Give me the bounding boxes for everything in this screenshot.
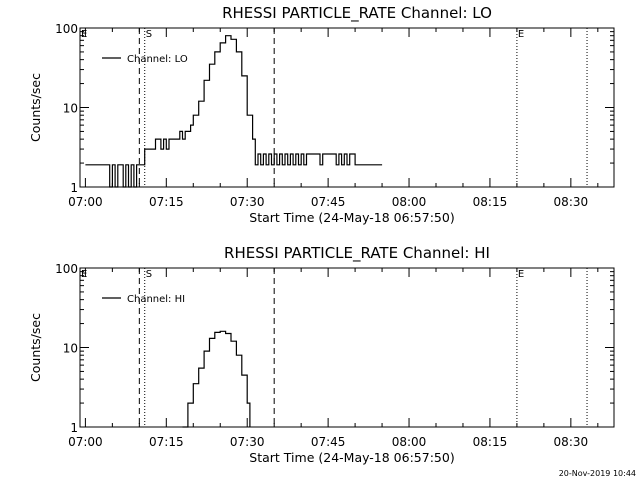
series-line <box>85 35 383 188</box>
x-tick-label: 07:30 <box>230 195 265 209</box>
x-tick-label: 08:15 <box>473 195 508 209</box>
x-tick-label: 07:15 <box>149 435 184 449</box>
y-axis-label: Counts/sec <box>28 313 43 382</box>
x-tick-label: 07:00 <box>68 435 103 449</box>
y-tick-label: 10 <box>63 102 78 116</box>
y-tick-label: 10 <box>63 342 78 356</box>
x-tick-label: 08:00 <box>392 195 427 209</box>
y-tick-label: 1 <box>70 421 78 435</box>
panel-lo: RHESSI PARTICLE_RATE Channel: LO 1 10 100 07… <box>28 4 615 225</box>
x-tick-label: 07:45 <box>311 435 346 449</box>
plot-frame <box>79 267 615 428</box>
series-line <box>182 330 251 428</box>
x-tick-label: 08:30 <box>554 195 589 209</box>
x-tick-label: 07:15 <box>149 195 184 209</box>
x-axis-label: Start Time (24-May-18 06:57:50) <box>249 450 454 465</box>
y-tick-label: 100 <box>55 22 78 36</box>
legend-label: Channel: HI <box>127 294 185 305</box>
footer-timestamp: 20-Nov-2019 10:44 <box>559 469 636 478</box>
y-tick-label: 1 <box>70 181 78 195</box>
legend-label: Channel: LO <box>127 54 188 65</box>
chart-title: RHESSI PARTICLE_RATE Channel: HI <box>224 244 490 263</box>
x-tick-label: 08:15 <box>473 435 508 449</box>
panel-hi: RHESSI PARTICLE_RATE Channel: HI 1 10 100 07… <box>28 244 615 465</box>
marker-label: S <box>146 29 152 40</box>
marker-label: E <box>81 269 87 280</box>
x-tick-label: 08:30 <box>554 435 589 449</box>
marker-label: E <box>81 29 87 40</box>
x-axis-label: Start Time (24-May-18 06:57:50) <box>249 210 454 225</box>
x-tick-label: 07:45 <box>311 195 346 209</box>
marker-label: E <box>518 269 524 280</box>
y-axis-label: Counts/sec <box>28 73 43 142</box>
chart-title: RHESSI PARTICLE_RATE Channel: LO <box>222 4 492 23</box>
marker-label: S <box>146 269 152 280</box>
x-tick-label: 07:00 <box>68 195 103 209</box>
x-tick-label: 07:30 <box>230 435 265 449</box>
marker-label: E <box>518 29 524 40</box>
x-tick-label: 08:00 <box>392 435 427 449</box>
y-tick-label: 100 <box>55 262 78 276</box>
